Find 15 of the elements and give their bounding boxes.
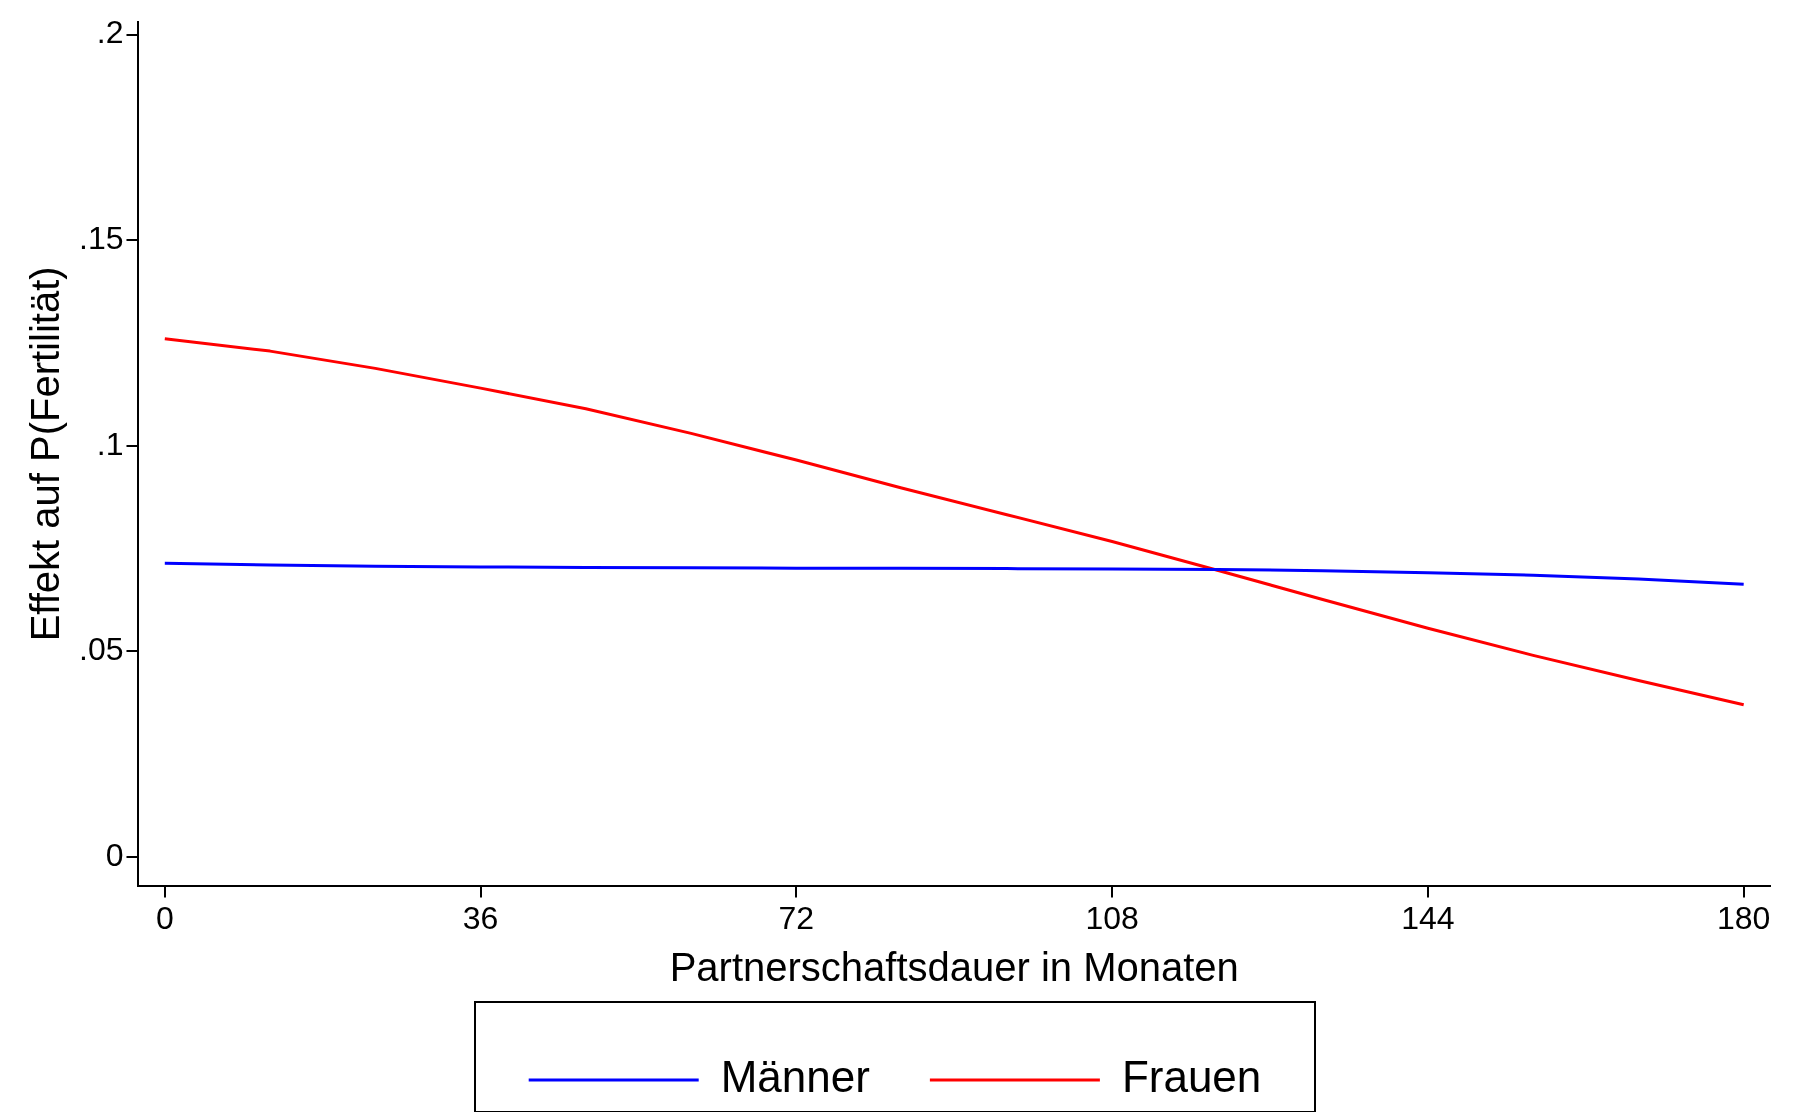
y-tick-label: .05	[79, 631, 124, 668]
y-tick-label: 0	[105, 836, 124, 873]
x-tick-label: 144	[1401, 899, 1455, 936]
y-tick-label: .15	[79, 219, 124, 256]
x-tick-label: 108	[1085, 899, 1139, 936]
y-axis-title: Effekt auf P(Fertilität)	[23, 266, 68, 642]
x-tick-label: 36	[462, 899, 499, 936]
x-axis-title: Partnerschaftsdauer in Monaten	[669, 945, 1239, 990]
legend-label: Frauen	[1121, 1052, 1262, 1102]
y-tick-label: .2	[96, 14, 124, 51]
x-tick-label: 180	[1716, 899, 1771, 936]
x-tick-label: 72	[778, 899, 815, 936]
y-tick-label: .1	[96, 425, 124, 462]
x-tick-label: 0	[155, 899, 174, 936]
legend-label: Männer	[720, 1052, 870, 1102]
